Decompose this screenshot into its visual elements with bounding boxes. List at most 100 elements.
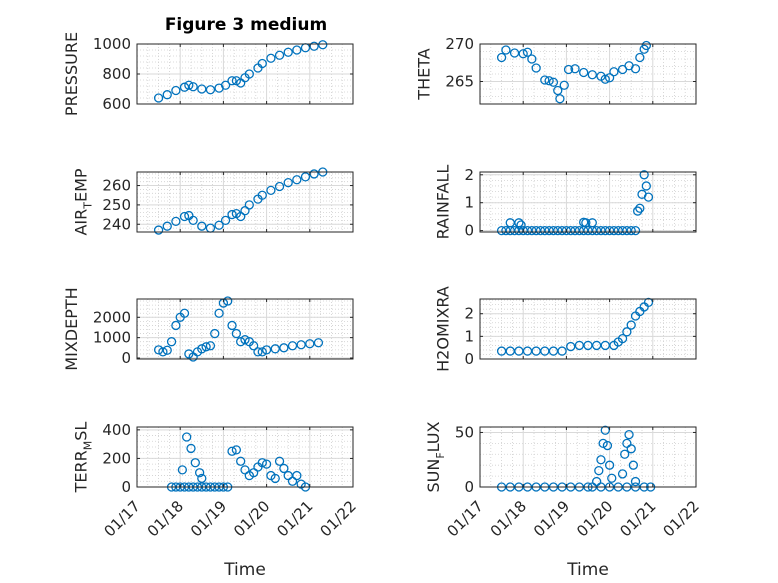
data-point: [626, 444, 636, 454]
data-point: [518, 49, 528, 59]
data-point: [153, 93, 164, 103]
data-point: [639, 302, 649, 312]
data-point: [630, 225, 641, 236]
data-point: [563, 64, 574, 75]
data-point: [604, 460, 615, 470]
data-point: [305, 339, 315, 349]
y-tick-label: 260: [102, 177, 131, 195]
series-points: [496, 425, 656, 492]
y-axis-label: THETA: [415, 48, 434, 100]
data-point: [600, 74, 610, 84]
data-point: [257, 58, 267, 69]
y-tick-label: 0: [464, 222, 474, 240]
data-point: [553, 85, 563, 96]
data-point: [261, 345, 272, 355]
y-tick-label: 800: [102, 65, 131, 83]
y-tick-label: 2: [464, 305, 474, 323]
data-point: [197, 221, 207, 231]
data-point: [261, 459, 272, 469]
data-point: [505, 346, 515, 356]
x-tick-label: 01/18: [144, 497, 187, 540]
data-point: [292, 175, 302, 185]
y-tick-label: 1000: [93, 329, 131, 347]
y-axis-label: RAINFALL: [434, 165, 453, 240]
data-point: [244, 200, 254, 210]
data-point: [643, 192, 654, 202]
data-point: [643, 297, 654, 308]
data-point: [641, 181, 651, 191]
data-point: [236, 211, 246, 222]
data-point: [516, 220, 526, 230]
subplot-mixdepth: 0 1000 2000 MIXDEPTH: [62, 287, 354, 371]
data-point: [214, 308, 224, 318]
data-point: [292, 470, 302, 481]
data-point: [171, 85, 181, 96]
data-point: [600, 425, 610, 435]
data-point: [626, 225, 636, 236]
data-point: [639, 170, 649, 180]
data-point: [626, 320, 636, 330]
data-point: [509, 48, 520, 58]
data-point: [557, 346, 567, 356]
data-point: [184, 80, 194, 90]
subplot-sun_flux: 0 50 01/17 01/18 01/19 01/20 01/21 01/22 Time SUN…: [424, 421, 703, 580]
data-point: [617, 333, 628, 344]
axes-box: [479, 43, 697, 105]
data-point: [540, 75, 550, 85]
axes-box: [136, 426, 354, 488]
data-point: [188, 215, 198, 226]
data-point: [635, 52, 645, 63]
x-tick-label: 01/20: [573, 497, 616, 540]
y-tick-label: 265: [445, 73, 474, 91]
data-point: [600, 340, 610, 351]
subplot-theta: 265 270 THETA: [415, 35, 697, 105]
data-point: [240, 206, 250, 216]
y-axis-label: MIXDEPTH: [62, 287, 81, 370]
data-point: [628, 460, 639, 470]
data-point: [257, 458, 267, 468]
data-point: [166, 337, 177, 347]
data-point: [283, 47, 293, 57]
x-tick-label: 01/19: [187, 497, 230, 540]
data-point: [274, 50, 285, 60]
data-point: [190, 458, 200, 468]
y-tick-label: 1000: [93, 35, 131, 53]
data-point: [231, 328, 242, 339]
axes-box: [136, 298, 354, 360]
data-point: [566, 341, 576, 352]
x-tick-label: 01/21: [616, 497, 659, 540]
data-point: [591, 340, 602, 351]
axes-box: [136, 171, 354, 233]
data-point: [186, 443, 196, 454]
data-point: [270, 344, 280, 354]
axes-box: [479, 426, 697, 488]
data-point: [214, 220, 224, 230]
data-point: [182, 432, 192, 442]
data-point: [274, 181, 285, 192]
data-point: [522, 47, 533, 57]
data-point: [188, 82, 198, 92]
data-point: [253, 347, 263, 357]
figure-title: Figure 3 medium: [165, 15, 327, 35]
data-point: [559, 80, 569, 90]
data-point: [581, 218, 591, 228]
data-point: [227, 76, 237, 86]
data-point: [622, 327, 632, 337]
y-tick-label: 1: [464, 194, 474, 212]
series-points: [496, 40, 651, 104]
y-axis-label: TERRMSL: [72, 422, 95, 494]
data-point: [231, 76, 242, 86]
data-point: [266, 185, 276, 196]
data-point: [548, 77, 559, 87]
data-point: [227, 446, 237, 456]
y-tick-label: 0: [464, 350, 474, 368]
data-point: [279, 463, 289, 474]
data-point: [598, 438, 608, 449]
y-tick-label: 2: [464, 166, 474, 184]
data-point: [630, 476, 641, 487]
data-point: [313, 338, 324, 348]
data-point: [300, 172, 311, 182]
data-point: [220, 80, 231, 90]
data-point: [210, 328, 220, 339]
